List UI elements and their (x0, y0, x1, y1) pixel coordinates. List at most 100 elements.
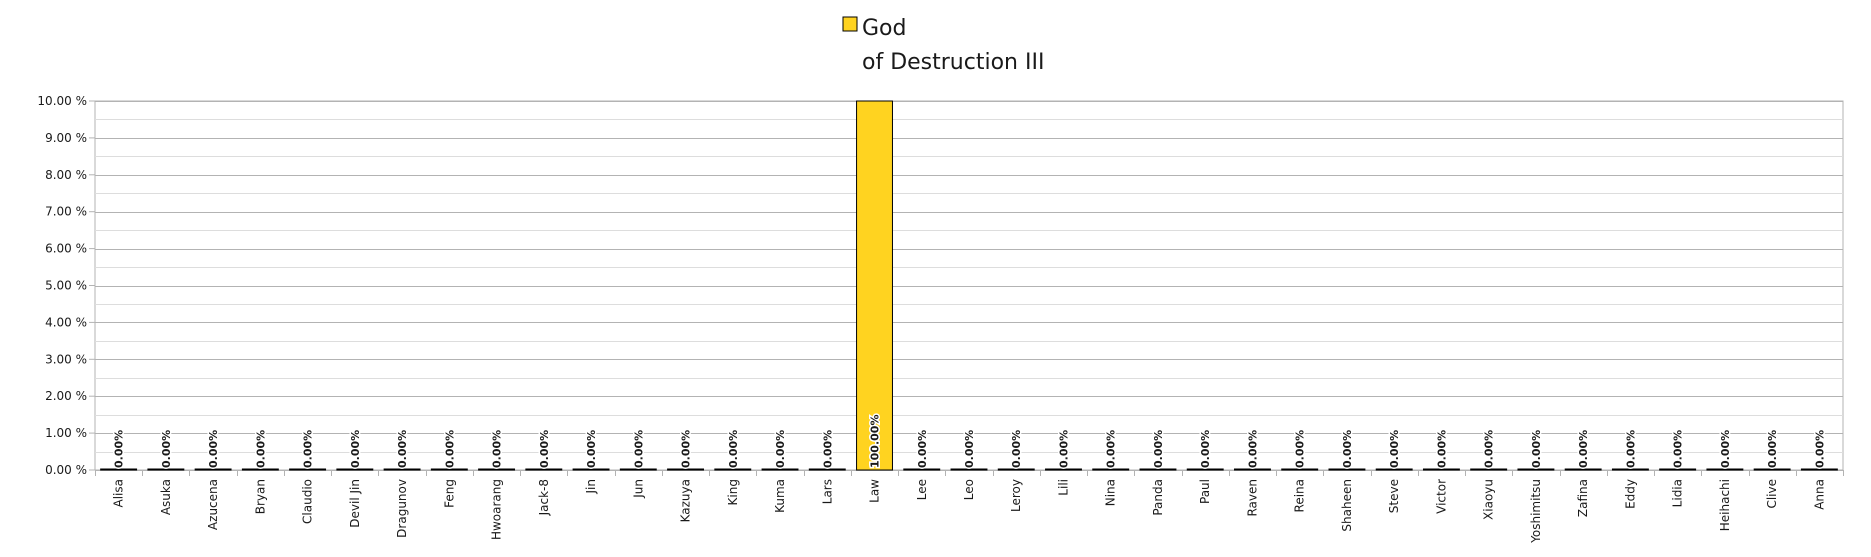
data-label: 0.00% (1388, 430, 1401, 468)
x-tick-label: Leo (962, 479, 976, 500)
data-labels: 0.00% 0.00% 0.00% 0.00% 0.00% 0.00% 0.00% 0.00%… (111, 413, 1828, 469)
bar (1422, 468, 1460, 471)
bar (1186, 468, 1224, 471)
x-tick-label: Hwoarang (490, 479, 504, 540)
data-label: 0.00% (1341, 430, 1354, 468)
x-tick-label: Shaheen (1340, 479, 1354, 532)
data-label: 100.00% (869, 415, 882, 468)
bar (478, 468, 516, 471)
bar (997, 468, 1035, 471)
data-label: 0.00% (207, 430, 220, 468)
bar (289, 468, 327, 471)
y-tick-label: 3.00 % (45, 352, 87, 366)
legend-label: God (862, 16, 906, 41)
y-tick-label: 9.00 % (45, 131, 87, 145)
x-tick-label: Law (868, 479, 882, 503)
x-tick-label: Steve (1387, 479, 1401, 513)
y-tick-label: 6.00 % (45, 242, 87, 256)
data-label: 0.00% (538, 430, 551, 468)
legend: God of Destruction III (842, 16, 1044, 75)
y-tick-label: 5.00 % (45, 279, 87, 293)
x-tick-label: Reina (1293, 479, 1307, 512)
x-tick-label: Lars (820, 479, 834, 504)
x-tick-label: Leroy (1009, 479, 1023, 512)
data-label: 0.00% (1152, 430, 1165, 468)
bar (525, 468, 563, 471)
data-label: 0.00% (1766, 430, 1779, 468)
data-label: 0.00% (1105, 430, 1118, 468)
y-tick-label: 7.00 % (45, 205, 87, 219)
x-tick-label: Heihachi (1718, 479, 1732, 531)
data-label: 0.00% (1199, 430, 1212, 468)
data-label: 0.00% (1010, 430, 1023, 468)
x-tick-label: Dragunov (395, 479, 409, 538)
bar (1706, 468, 1744, 471)
x-tick-label: Raven (1245, 479, 1259, 517)
bar (430, 468, 468, 471)
x-tick-label: Lidia (1671, 479, 1685, 507)
bar (1659, 468, 1697, 471)
bar (1564, 468, 1602, 471)
bar (808, 468, 846, 471)
bar (1611, 468, 1649, 471)
bar (714, 468, 752, 471)
x-tick-label: Anna (1812, 479, 1826, 510)
x-tick-label: Devil Jin (348, 479, 362, 528)
data-label: 0.00% (1246, 430, 1259, 468)
bar (761, 468, 799, 471)
y-tick-label: 0.00 % (45, 463, 87, 477)
x-tick-label: Lili (1056, 479, 1070, 496)
bar (1375, 468, 1413, 471)
x-tick-label: Kazuya (679, 479, 693, 522)
bar (1092, 468, 1130, 471)
data-label: 0.00% (1294, 430, 1307, 468)
x-tick-label: Kuma (773, 479, 787, 513)
bar (1517, 468, 1555, 471)
y-tick-label: 10.00 % (37, 94, 87, 108)
gridlines (94, 100, 1844, 471)
data-label: 0.00% (302, 430, 315, 468)
x-tick-label: Jin (584, 479, 598, 494)
bar (619, 468, 657, 471)
bar (1045, 468, 1082, 471)
x-tick-label: Xiaoyu (1482, 479, 1496, 520)
x-tick-label: Zafina (1576, 479, 1590, 517)
x-tick-label: Yoshimitsu (1529, 479, 1543, 544)
data-label: 0.00% (1530, 430, 1543, 468)
x-tick-label: Asuka (159, 479, 173, 515)
x-tick-label: Lee (915, 479, 929, 500)
x-tick-label: Eddy (1623, 479, 1637, 509)
bar (1234, 468, 1271, 471)
data-label: 0.00% (1672, 430, 1685, 468)
x-tick-label: Nina (1104, 479, 1118, 506)
data-label: 0.00% (916, 430, 929, 468)
bar (572, 468, 610, 471)
data-label: 0.00% (1813, 430, 1826, 468)
bar (1328, 468, 1366, 471)
x-tick-label: Panda (1151, 479, 1165, 516)
bar (1753, 468, 1791, 471)
y-axis: 0.00 % 1.00 % 2.00 % 3.00 % 4.00 % 5.00 % 6.00… (37, 94, 95, 477)
bar (1139, 468, 1177, 471)
x-tick-label: Alisa (112, 479, 126, 507)
bar (383, 468, 421, 471)
bar (336, 468, 374, 471)
bar (1800, 468, 1838, 471)
bar (903, 468, 941, 471)
y-tick-label: 2.00 % (45, 389, 87, 403)
data-label: 0.00% (1577, 430, 1590, 468)
x-tick-label: Azucena (206, 479, 220, 530)
data-label: 0.00% (585, 430, 598, 468)
data-label: 0.00% (1483, 430, 1496, 468)
x-tick-label: Paul (1198, 479, 1212, 504)
y-tick-label: 4.00 % (45, 315, 87, 329)
y-tick-label: 1.00 % (45, 426, 87, 440)
data-label: 0.00% (160, 430, 173, 468)
bar (950, 468, 988, 471)
x-tick-label: Claudio (301, 479, 315, 524)
data-label: 0.00% (632, 430, 645, 468)
x-tick-label: Jack-8 (537, 479, 551, 516)
data-label: 0.00% (727, 430, 740, 468)
data-label: 0.00% (821, 430, 834, 468)
